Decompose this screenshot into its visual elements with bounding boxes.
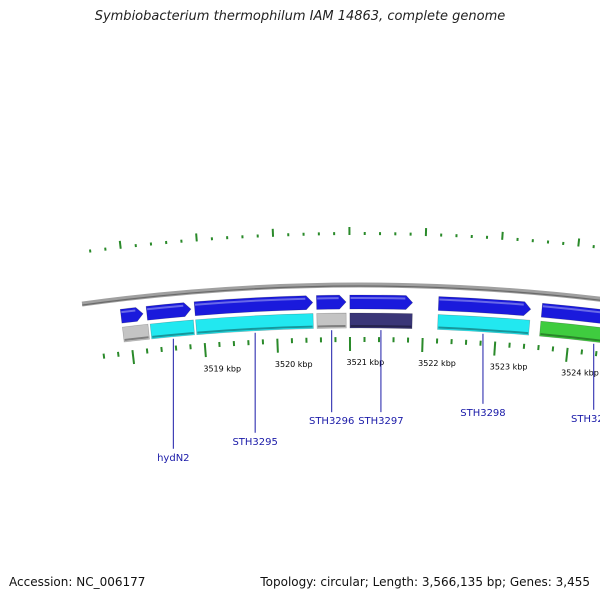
genome-summary: Topology: circular; Length: 3,566,135 bp…	[260, 575, 590, 589]
outer-tick	[501, 231, 504, 240]
gene-shadow	[124, 336, 149, 341]
kbp-label: 3523 kbp	[490, 362, 528, 371]
gene-highlight	[350, 297, 406, 300]
outer-tick	[195, 233, 198, 242]
gene-shadow	[350, 325, 412, 328]
inner-tick	[276, 338, 279, 353]
inner-tick	[116, 351, 120, 357]
backbone-arc-edge	[82, 285, 600, 306]
gene-shadow	[197, 325, 313, 334]
gene-sth3297-arrow	[349, 312, 413, 329]
gene-label-sth3296: STH3296	[309, 416, 354, 427]
gene-label-sth3297: STH3297	[358, 416, 403, 427]
accession-text: Accession: NC_006177	[9, 575, 146, 589]
gene-highlight	[194, 297, 306, 306]
inner-tick	[160, 346, 163, 353]
outer-tick-ring	[88, 227, 595, 253]
inner-tick	[493, 341, 497, 356]
inner-tick	[565, 347, 569, 362]
map-title: Symbiobacterium thermophilum IAM 14863, …	[94, 9, 506, 24]
kbp-label-layer: 3519 kbp 3520 kbp 3521 kbp 3522 kbp 3523 kbp…	[203, 358, 599, 377]
gene-forward-arrow	[349, 294, 414, 310]
gene-highlight	[146, 304, 184, 311]
gene-sth3298-arrow	[437, 314, 531, 336]
gene-sth3296-arrow	[316, 312, 347, 329]
gene-forward-arrow	[437, 296, 532, 316]
kbp-label: 3524 kbp	[561, 368, 599, 377]
gene-forward-arrow	[316, 294, 347, 310]
outer-tick	[118, 240, 122, 249]
gene-forward-arrow	[540, 302, 600, 324]
inner-tick	[145, 348, 149, 354]
gene-label-sth3299: STH3299	[571, 414, 600, 425]
gene-label-sth3298: STH3298	[460, 408, 505, 419]
outer-tick	[577, 238, 581, 247]
kbp-label: 3522 kbp	[418, 359, 456, 368]
gene-hydn2-arrow	[149, 319, 195, 340]
gene-sth3299-arrow	[539, 320, 600, 343]
gene-shadow	[540, 333, 600, 342]
inner-tick-ring	[102, 337, 598, 365]
inner-tick	[203, 343, 207, 358]
inner-tick	[131, 349, 136, 365]
gene-label-hydn2: hydN2	[157, 453, 189, 464]
gene-highlight	[121, 309, 136, 314]
gene-forward-arrow	[193, 295, 314, 317]
backbone-arc	[81, 282, 600, 307]
gene-track	[119, 294, 600, 343]
gene-shadow	[152, 331, 194, 338]
gene-shadow	[438, 326, 529, 335]
kbp-label: 3519 kbp	[203, 364, 241, 373]
gene-forward-arrow	[145, 302, 192, 321]
gene-reverse-arrow	[122, 323, 150, 343]
gene-forward-arrow	[119, 307, 144, 324]
gene-sth3295-arrow	[195, 313, 314, 336]
kbp-label: 3521 kbp	[347, 358, 385, 367]
genome-backbone	[81, 282, 600, 307]
gene-highlight	[439, 298, 524, 306]
kbp-label: 3520 kbp	[275, 360, 313, 369]
gene-label-sth3295: STH3295	[232, 437, 277, 448]
gene-highlight	[542, 305, 600, 314]
gene-label-layer: hydN2 STH3295 STH3296 STH3297 STH3298 STH3299	[157, 330, 600, 464]
inner-tick	[580, 349, 584, 355]
inner-tick	[102, 353, 106, 359]
inner-tick	[594, 351, 598, 357]
